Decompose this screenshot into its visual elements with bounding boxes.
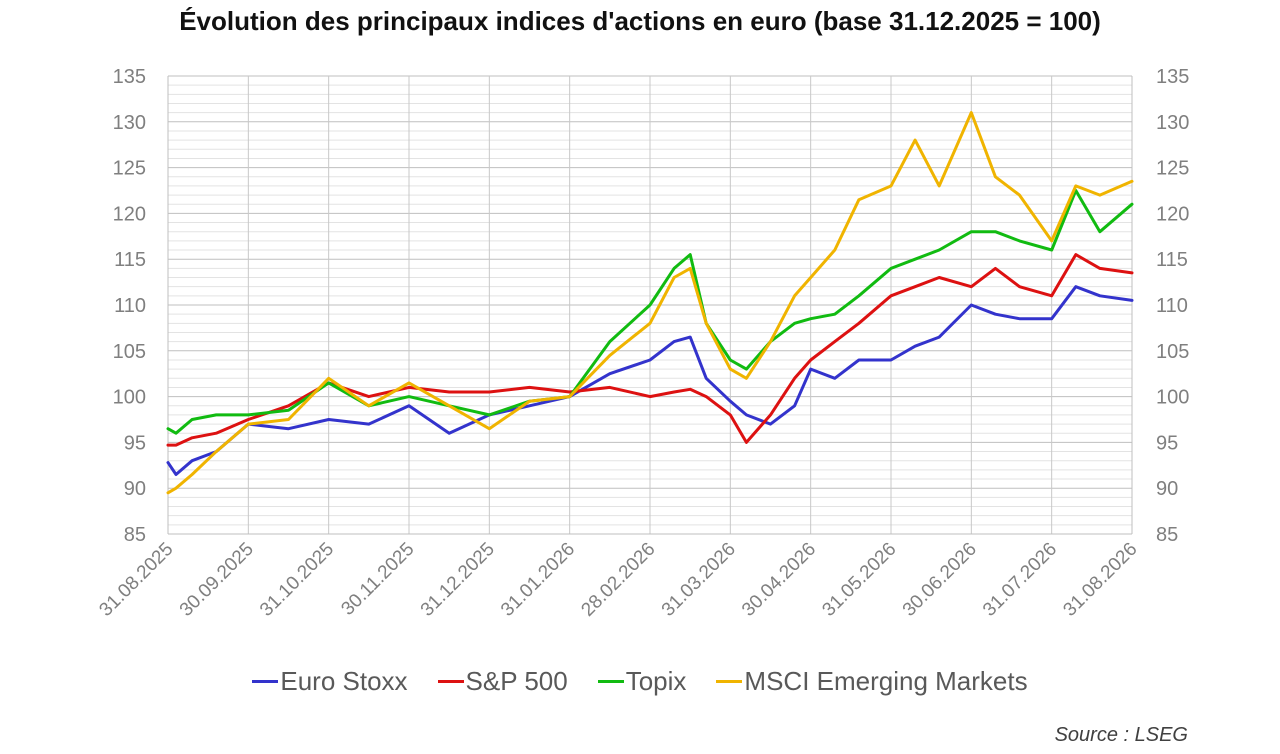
y-tick-label-left: 100 — [113, 387, 146, 409]
y-tick-label-right: 105 — [1156, 341, 1189, 363]
legend-label: Euro Stoxx — [280, 666, 408, 696]
y-tick-label-left: 110 — [114, 295, 146, 317]
y-tick-label-right: 120 — [1156, 203, 1189, 225]
series-lines — [166, 111, 1134, 495]
y-tick-label-left: 130 — [113, 112, 146, 134]
x-tick-label: 31.08.2026 — [1059, 539, 1141, 621]
legend-label: Topix — [625, 666, 687, 696]
x-tick-label: 30.06.2026 — [899, 539, 981, 621]
x-tick-label: 28.02.2026 — [577, 539, 659, 621]
y-tick-label-left: 95 — [124, 432, 146, 454]
legend-item: Topix — [597, 666, 687, 697]
legend-item: Euro Stoxx — [252, 666, 408, 697]
legend-swatch — [437, 680, 464, 683]
legend-item: S&P 500 — [437, 666, 568, 697]
y-tick-label-right: 125 — [1156, 158, 1189, 180]
y-tick-label-left: 135 — [113, 66, 146, 88]
y-tick-label-left: 125 — [113, 158, 146, 180]
y-tick-label-left: 85 — [124, 524, 146, 546]
legend-swatch — [597, 680, 624, 683]
x-tick-label: 31.07.2026 — [979, 539, 1061, 621]
y-tick-label-left: 105 — [113, 341, 146, 363]
y-tick-label-right: 85 — [1156, 524, 1178, 546]
legend-label: MSCI Emerging Markets — [744, 666, 1028, 696]
source-note: Source : LSEG — [1054, 724, 1188, 746]
legend-label: S&P 500 — [465, 666, 568, 696]
x-tick-label: 30.04.2026 — [738, 539, 820, 621]
x-tick-label: 30.09.2025 — [176, 539, 258, 621]
chart-title: Évolution des principaux indices d'actio… — [179, 6, 1101, 36]
x-tick-label: 31.05.2026 — [818, 539, 900, 621]
y-tick-label-left: 115 — [114, 249, 146, 271]
legend-swatch — [716, 680, 743, 683]
y-tick-label-right: 90 — [1156, 478, 1178, 500]
y-tick-label-right: 110 — [1156, 295, 1188, 317]
grid-lines — [167, 75, 1133, 535]
x-tick-label: 31.01.2026 — [497, 539, 579, 621]
y-tick-label-right: 130 — [1156, 112, 1189, 134]
y-tick-label-right: 135 — [1156, 66, 1189, 88]
axes — [167, 76, 1133, 535]
legend: Euro Stoxx S&P 500 Topix MSCI Emerging Mark… — [0, 666, 1280, 697]
y-tick-label-right: 100 — [1156, 387, 1189, 409]
x-tick-label: 30.11.2025 — [337, 539, 418, 620]
x-tick-label: 31.12.2025 — [417, 539, 499, 621]
x-tick-label: 31.10.2025 — [256, 539, 338, 621]
legend-swatch — [252, 680, 279, 683]
series-line-msci-emerging-markets — [166, 111, 1134, 495]
series-line-euro-stoxx — [166, 285, 1134, 476]
y-tick-label-left: 90 — [124, 478, 146, 500]
legend-item: MSCI Emerging Markets — [716, 666, 1028, 697]
y-tick-label-right: 115 — [1156, 249, 1188, 271]
y-tick-label-right: 95 — [1156, 432, 1178, 454]
y-tick-label-left: 120 — [113, 203, 146, 225]
x-tick-label: 31.03.2026 — [658, 539, 740, 621]
x-tick-label: 31.08.2025 — [95, 539, 177, 621]
